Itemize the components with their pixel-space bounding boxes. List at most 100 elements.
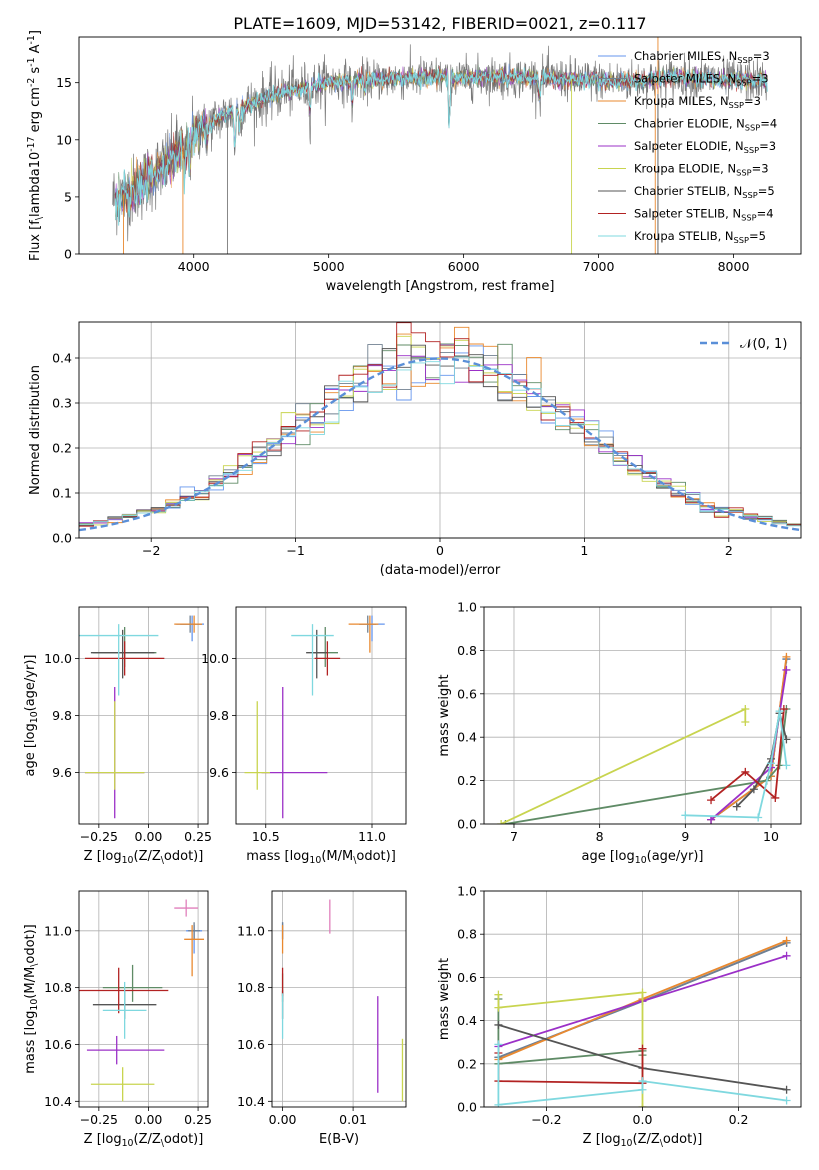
errorbar-point-8: [291, 624, 334, 696]
x-tick-label: 0.01: [339, 1112, 367, 1127]
label-fragment: odot)]: [164, 849, 203, 864]
label-fragment: wavelength [Angstrom, rest frame]: [326, 279, 555, 294]
label-fragment: Salpeter STELIB, N: [634, 207, 741, 221]
axes-border: [271, 890, 407, 1108]
weight-marker: [707, 815, 716, 824]
weight-marker: [741, 704, 750, 713]
label-fragment: Flux [f: [28, 220, 43, 261]
y-tick-label: 10.4: [44, 1094, 72, 1109]
label-fragment: 10: [122, 855, 134, 866]
errorbar-point-5: [84, 701, 145, 790]
x-tick-label: 5000: [313, 259, 345, 274]
x-tick-label: 0.00: [135, 829, 163, 844]
panel-residual_histogram: −2 −1 0 1 2 0.0 0.1 0.2 0.3 0.4 (data-model)/error…: [28, 321, 802, 578]
legend-normal-label: 𝒩(0, 1): [740, 337, 787, 352]
y-tick-label: 9.6: [209, 765, 229, 780]
label-fragment: \: [29, 963, 40, 967]
label-fragment: A: [28, 44, 43, 57]
y-tick-label: 10.8: [237, 980, 265, 995]
axes-frame: −2 −1 0 1 2 0.0 0.1 0.2 0.3 0.4 (data-model)/error…: [28, 321, 802, 578]
x-tick-label: 11.0: [358, 829, 386, 844]
legend-label-7: Salpeter STELIB, NSSP=4: [634, 207, 774, 223]
y-tick-label: 0.2: [457, 1056, 477, 1071]
errorbar-point-6: [90, 629, 155, 679]
y-axis-label: age [log10(age/yr)]: [23, 655, 40, 777]
axes-frame: −0.2 0.0 0.2 0.0 0.2 0.4 0.6 0.8 1.0 Z [log10(Z/Z…: [437, 884, 802, 1149]
errorbar-point-3: [102, 964, 163, 1002]
y-tick-label: 0.4: [457, 730, 477, 745]
label-fragment: Chabrier ELODIE, N: [634, 117, 745, 131]
label-fragment: ]: [28, 30, 43, 35]
legend-label-2: Kroupa MILES, NSSP=3: [634, 94, 761, 110]
y-tick-label: 0.0: [457, 1100, 477, 1115]
weight-marker: [782, 665, 791, 674]
y-tick-label: 10.0: [44, 651, 72, 666]
errorbar-point-2: [184, 925, 205, 977]
label-fragment: Z [log: [583, 1132, 621, 1147]
weight-marker: [497, 820, 506, 824]
x-axis-label: Z [log10(Z/Z\odot)]: [84, 849, 204, 866]
axes-frame: −0.25 0.00 0.259.69.810.0Z [log10(Z/Z\odot…: [23, 606, 212, 866]
y-tick-label: 5: [64, 189, 72, 204]
weight-marker: [707, 796, 716, 805]
x-tick-label: −2: [142, 543, 160, 558]
label-fragment: \: [34, 216, 45, 220]
figure-title: PLATE=1609, MJD=53142, FIBERID=0021, z=0…: [233, 14, 646, 33]
weight-marker: [741, 767, 750, 776]
label-fragment: 10: [29, 711, 40, 723]
label-fragment: E(B-V): [319, 1132, 359, 1147]
weight-marker: [779, 704, 788, 713]
weight-marker: [782, 1096, 791, 1105]
label-fragment: -2: [26, 78, 37, 87]
label-fragment: 10: [29, 999, 40, 1011]
plot-content: [112, 37, 768, 254]
legend-label-1: Salpeter MILES, NSSP=3: [634, 72, 769, 88]
errorbar-point-8: [79, 624, 159, 696]
weight-series-4: [707, 665, 791, 824]
label-fragment: -1: [26, 35, 37, 44]
x-tick-label: 1: [580, 543, 588, 558]
plot-area: [272, 891, 406, 1107]
weight-marker: [638, 1103, 647, 1107]
y-tick-label: 1.0: [457, 884, 477, 899]
plot-content: [244, 615, 385, 819]
label-fragment: (data-model)/error: [380, 563, 501, 578]
errorbar-point-5: [244, 701, 270, 790]
panel-age_vs_mass: 10.5 11.0 9.6 9.8 10.0 mass [log10(M/M\odot)]: [201, 606, 407, 866]
x-tick-label: 2: [725, 543, 733, 558]
label-fragment: (M/M: [321, 849, 353, 864]
histogram-7: [79, 322, 801, 528]
y-tick-label: 0.8: [457, 927, 477, 942]
y-axis-label: mass weight: [437, 674, 452, 756]
x-tick-label: −0.25: [80, 829, 118, 844]
label-fragment: =5: [749, 229, 766, 243]
y-tick-label: 10.8: [44, 980, 72, 995]
label-fragment: odot)]: [23, 924, 38, 963]
x-tick-label: 9: [681, 829, 689, 844]
y-tick-label: 10.4: [237, 1094, 265, 1109]
label-fragment: =4: [760, 117, 777, 131]
y-tick-label: 9.6: [52, 765, 72, 780]
weight-marker: [782, 951, 791, 960]
y-tick-label: 0.8: [457, 643, 477, 658]
label-fragment: Salpeter MILES, N: [634, 72, 736, 86]
weight-series-8: [681, 707, 791, 822]
errorbar-point-7: [79, 967, 169, 1014]
plot-content: [79, 322, 801, 532]
label-fragment: 10: [309, 855, 321, 866]
x-tick-label: 8: [596, 829, 604, 844]
label-fragment: Chabrier MILES, N: [634, 49, 737, 63]
label-fragment: -1: [26, 57, 37, 66]
label-fragment: odot)]: [663, 1132, 702, 1147]
label-fragment: =3: [752, 162, 769, 176]
y-axis-label: Flux [f\lambda10-17 erg cm-2 s-1 A-1]: [26, 30, 45, 261]
legend-label-8: Kroupa STELIB, NSSP=5: [634, 229, 766, 245]
weight-marker: [741, 718, 750, 727]
x-axis-label: Z [log10(Z/Z\odot)]: [583, 1132, 703, 1149]
label-fragment: SSP: [737, 55, 752, 65]
x-tick-label: 10.5: [252, 829, 280, 844]
